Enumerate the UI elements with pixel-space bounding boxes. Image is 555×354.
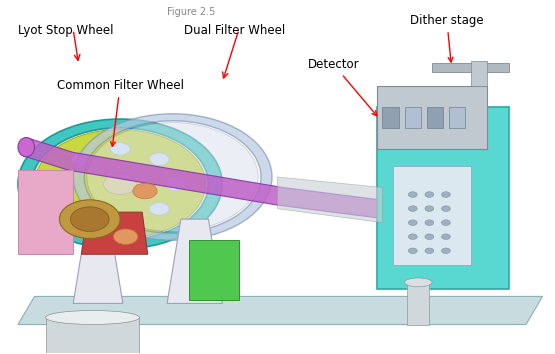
FancyBboxPatch shape <box>405 107 421 128</box>
Ellipse shape <box>18 137 34 157</box>
Ellipse shape <box>405 278 432 287</box>
Ellipse shape <box>46 310 139 325</box>
Circle shape <box>110 213 130 225</box>
Text: Figure 2.5: Figure 2.5 <box>167 7 215 17</box>
Circle shape <box>408 220 417 225</box>
Text: Dither stage: Dither stage <box>410 14 483 62</box>
Circle shape <box>113 229 138 244</box>
Polygon shape <box>73 219 123 303</box>
Circle shape <box>442 206 450 211</box>
FancyBboxPatch shape <box>427 107 443 128</box>
Circle shape <box>425 220 434 225</box>
Circle shape <box>442 220 450 225</box>
Circle shape <box>59 200 120 239</box>
Circle shape <box>425 206 434 211</box>
Circle shape <box>149 202 169 215</box>
Circle shape <box>425 192 434 198</box>
Circle shape <box>104 173 137 195</box>
Circle shape <box>133 183 157 199</box>
Text: Lyot Stop Wheel: Lyot Stop Wheel <box>18 24 113 37</box>
Text: Detector: Detector <box>308 58 377 116</box>
FancyBboxPatch shape <box>377 86 487 149</box>
Wedge shape <box>18 119 223 249</box>
Bar <box>432 63 509 72</box>
Polygon shape <box>18 170 73 254</box>
FancyBboxPatch shape <box>382 107 399 128</box>
Polygon shape <box>23 138 393 219</box>
Circle shape <box>110 143 130 155</box>
Circle shape <box>408 206 417 211</box>
Circle shape <box>165 178 185 190</box>
Polygon shape <box>82 212 148 254</box>
Bar <box>407 282 430 325</box>
Circle shape <box>408 234 417 240</box>
Wedge shape <box>73 114 272 240</box>
Bar <box>471 61 487 86</box>
Polygon shape <box>167 219 223 303</box>
Text: Common Filter Wheel: Common Filter Wheel <box>57 79 184 146</box>
Circle shape <box>442 234 450 240</box>
Polygon shape <box>18 296 543 325</box>
Polygon shape <box>278 177 382 223</box>
Polygon shape <box>46 318 139 353</box>
Circle shape <box>71 153 91 166</box>
Circle shape <box>71 202 91 215</box>
Circle shape <box>149 153 169 166</box>
Circle shape <box>87 122 258 232</box>
Circle shape <box>70 207 109 232</box>
Circle shape <box>408 248 417 253</box>
Circle shape <box>408 192 417 198</box>
Circle shape <box>34 130 206 239</box>
FancyBboxPatch shape <box>377 107 509 289</box>
Circle shape <box>425 234 434 240</box>
Circle shape <box>442 248 450 253</box>
Circle shape <box>55 178 75 190</box>
Circle shape <box>442 192 450 198</box>
FancyBboxPatch shape <box>448 107 465 128</box>
Text: Dual Filter Wheel: Dual Filter Wheel <box>184 24 285 37</box>
FancyBboxPatch shape <box>393 166 471 265</box>
Polygon shape <box>189 240 239 300</box>
Circle shape <box>425 248 434 253</box>
